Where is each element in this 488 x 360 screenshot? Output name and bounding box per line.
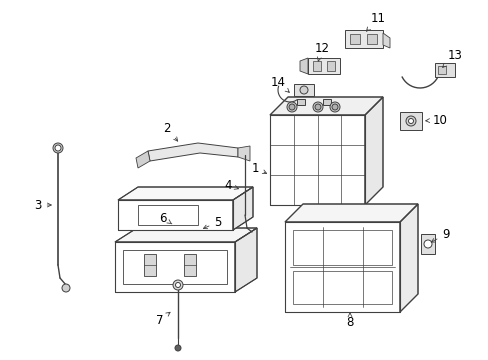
Polygon shape [285, 204, 417, 222]
Bar [437, 66, 445, 74]
Text: 11: 11 [366, 12, 385, 31]
Bar [349, 34, 359, 44]
Polygon shape [399, 204, 417, 312]
Bar [323, 99, 330, 105]
Polygon shape [148, 143, 238, 161]
Circle shape [405, 116, 415, 126]
Bar [183, 254, 196, 276]
Bar [118, 200, 232, 230]
Bar [399, 112, 421, 130]
Circle shape [299, 86, 307, 94]
Text: 14: 14 [270, 76, 289, 93]
Circle shape [407, 118, 413, 123]
Bar [307, 58, 339, 74]
Circle shape [331, 104, 337, 110]
Circle shape [175, 283, 180, 288]
Text: 8: 8 [346, 313, 353, 329]
Bar [296, 99, 305, 105]
Circle shape [329, 102, 339, 112]
Text: 7: 7 [156, 312, 170, 327]
Polygon shape [238, 146, 249, 161]
Circle shape [423, 240, 431, 248]
Bar [292, 230, 391, 265]
Text: 4: 4 [224, 179, 238, 192]
Text: 13: 13 [442, 49, 462, 67]
Text: 1: 1 [251, 162, 266, 175]
Bar [285, 222, 399, 312]
Polygon shape [235, 228, 257, 292]
Polygon shape [364, 97, 382, 205]
Bar [118, 200, 232, 230]
Bar [312, 61, 320, 71]
Text: 9: 9 [430, 228, 449, 242]
Bar [269, 115, 364, 205]
Polygon shape [269, 97, 382, 115]
Bar [143, 254, 156, 276]
Bar [326, 61, 334, 71]
Bar [269, 115, 364, 205]
Bar [293, 84, 313, 96]
Circle shape [312, 102, 323, 112]
Circle shape [62, 284, 70, 292]
Text: 10: 10 [425, 113, 447, 126]
Bar [366, 34, 376, 44]
Bar [292, 271, 391, 304]
Text: 6: 6 [159, 212, 171, 225]
Bar [115, 242, 235, 292]
Circle shape [173, 280, 183, 290]
Bar [285, 222, 399, 312]
Bar [434, 63, 454, 77]
Polygon shape [118, 187, 252, 200]
Circle shape [286, 102, 296, 112]
Text: 2: 2 [163, 122, 177, 141]
Polygon shape [299, 58, 307, 74]
Circle shape [288, 104, 294, 110]
Circle shape [53, 143, 63, 153]
Polygon shape [136, 151, 150, 168]
Text: 12: 12 [314, 41, 329, 61]
Bar [420, 234, 434, 254]
Circle shape [314, 104, 320, 110]
Polygon shape [382, 33, 389, 48]
Circle shape [175, 345, 181, 351]
Bar [115, 242, 235, 292]
Bar [345, 30, 382, 48]
Bar [123, 250, 226, 284]
Text: 5: 5 [203, 216, 221, 229]
Polygon shape [115, 228, 257, 242]
Polygon shape [232, 187, 252, 230]
Circle shape [55, 145, 61, 151]
Text: 3: 3 [34, 198, 51, 212]
Bar [138, 205, 198, 225]
